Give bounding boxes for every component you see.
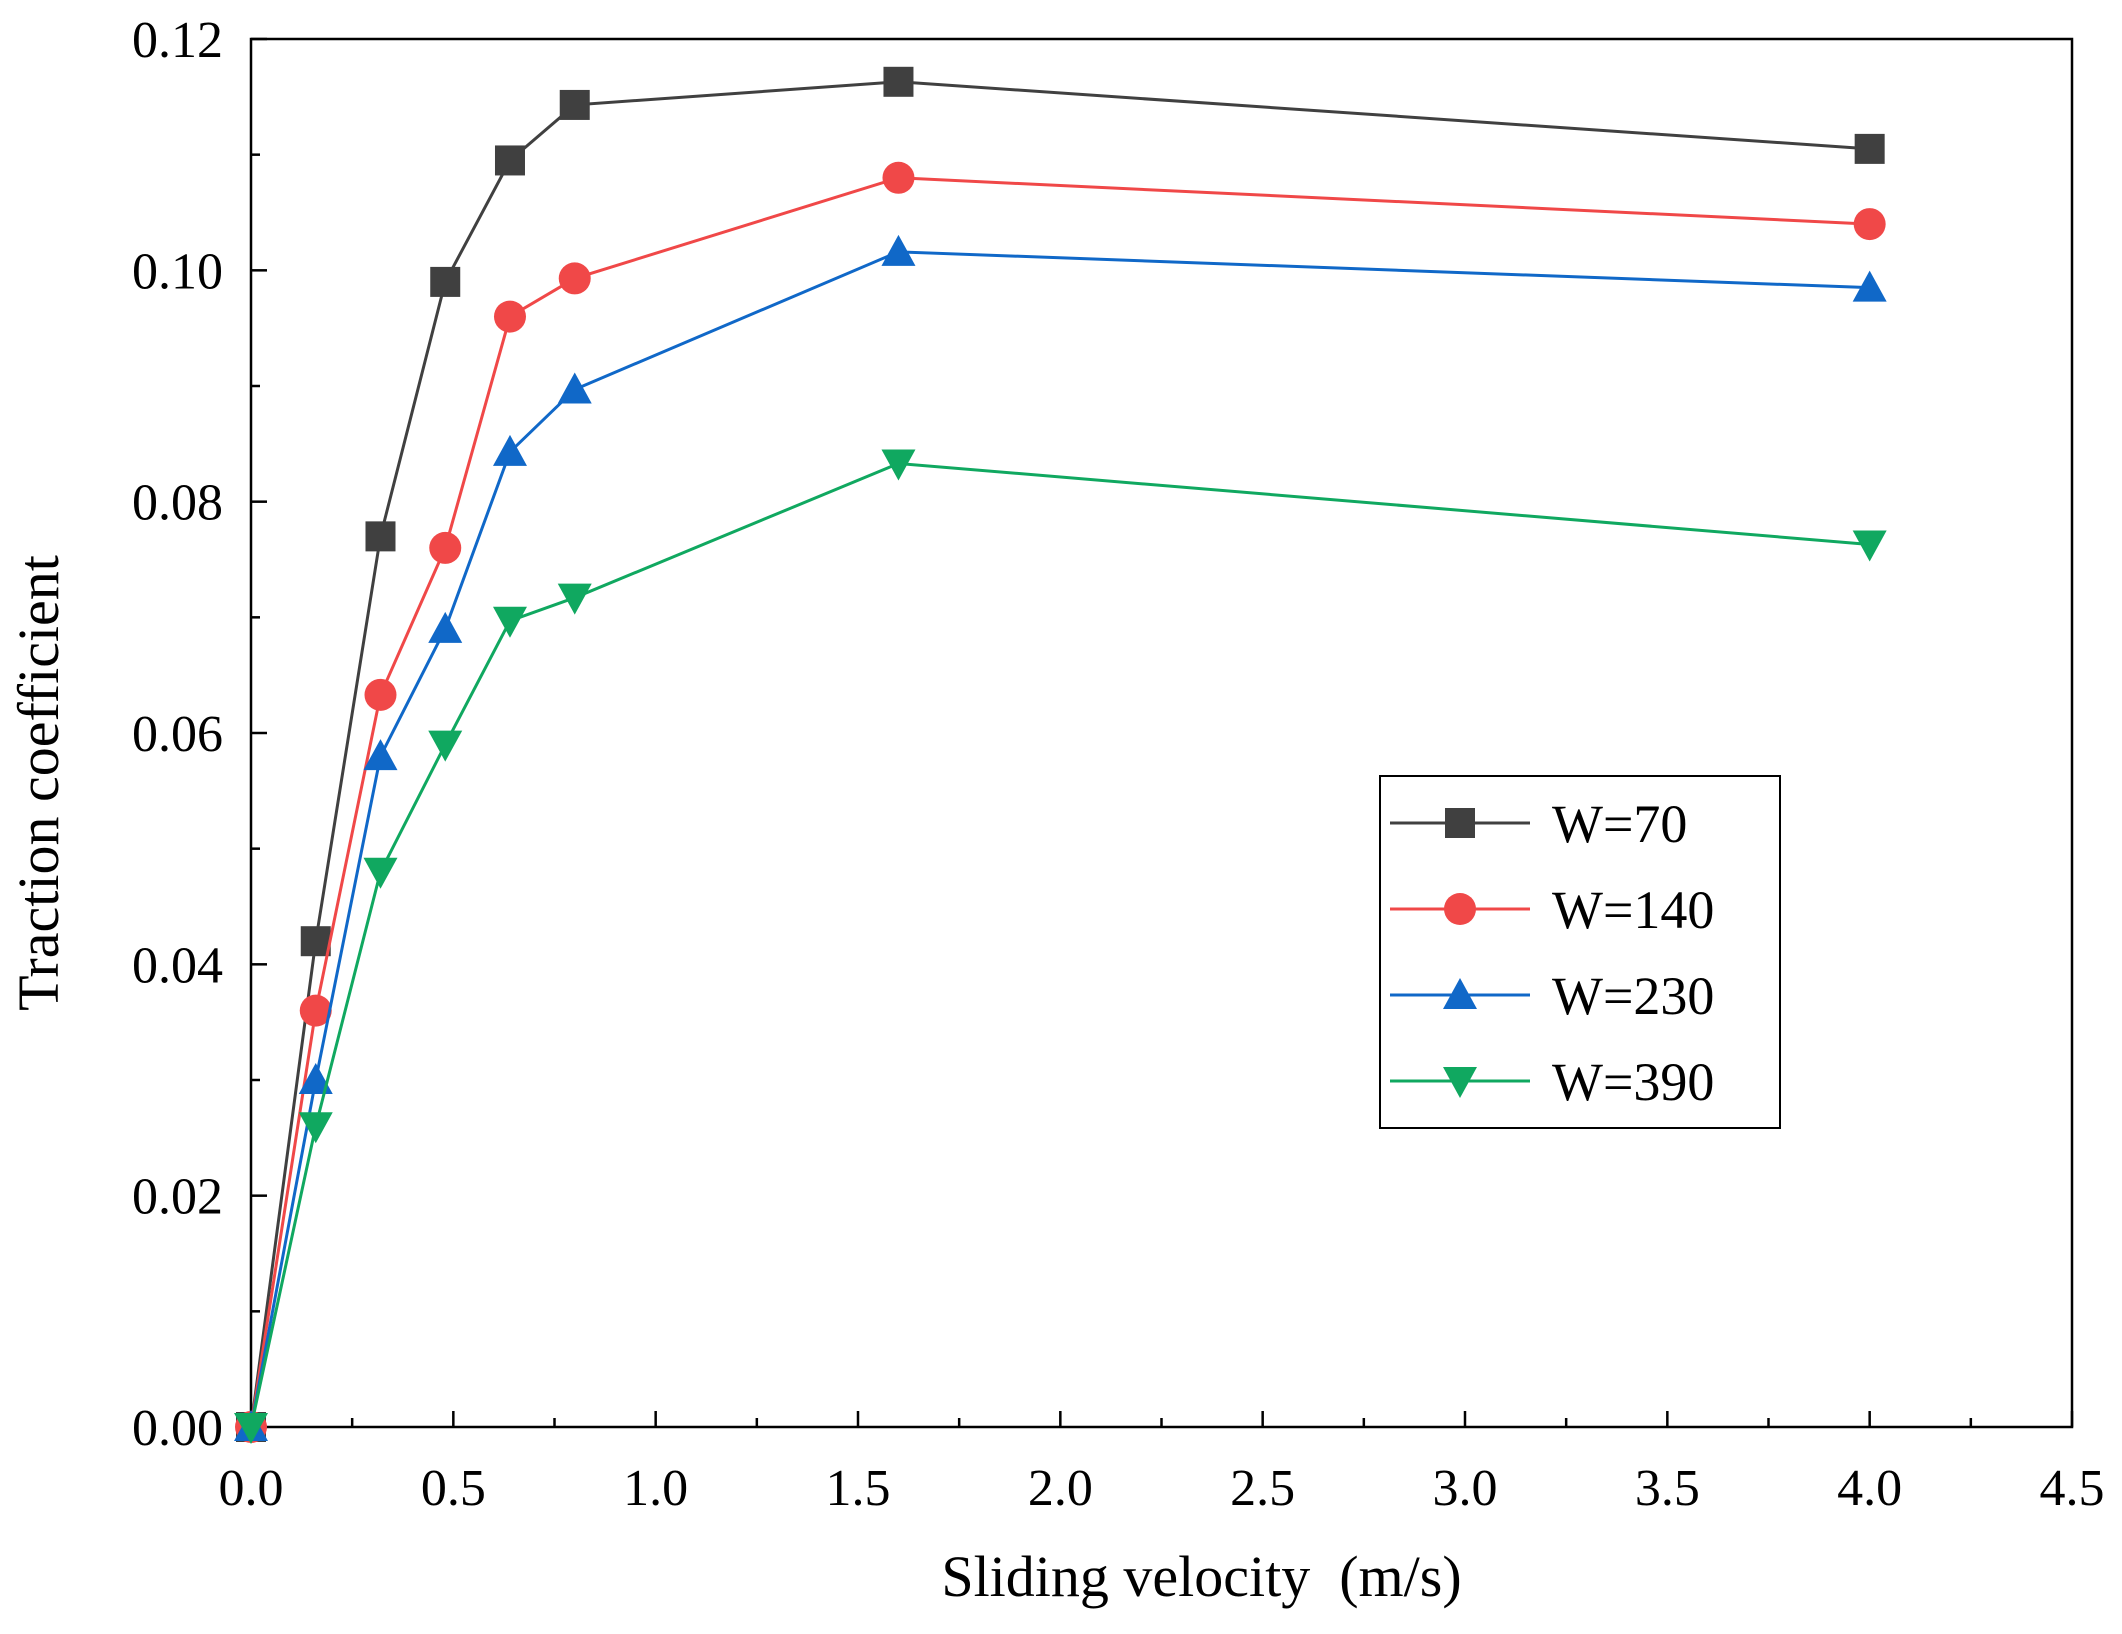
series-line (249, 176, 1870, 1428)
data-point (365, 521, 396, 552)
legend-marker (1443, 978, 1477, 1009)
data-point (881, 449, 916, 481)
data-point (430, 266, 461, 297)
data-point (429, 531, 462, 564)
y-tick-label: 0.10 (132, 243, 223, 300)
legend-marker (1443, 1067, 1477, 1098)
x-tick-label: 0.5 (421, 1460, 486, 1517)
series-w-390 (234, 449, 1887, 1444)
data-point (363, 739, 398, 771)
data-point (881, 234, 916, 266)
series-w-70 (236, 66, 1885, 1442)
data-point (298, 1112, 333, 1144)
data-point (298, 1063, 333, 1094)
legend-entry: W=70 (1390, 794, 1687, 854)
legend-label: W=140 (1552, 880, 1714, 940)
data-point (494, 145, 525, 176)
plot-area (249, 37, 2074, 1429)
data-point (558, 262, 591, 295)
y-tick-label: 0.08 (132, 475, 223, 532)
x-tick-label: 2.0 (1028, 1460, 1093, 1517)
x-tick-label: 1.5 (826, 1460, 891, 1517)
data-point (1852, 530, 1887, 562)
x-tick-label: 4.0 (1837, 1460, 1902, 1517)
data-point (234, 1413, 268, 1444)
legend: W=70 W=140 W=230 W=390 (1379, 775, 1781, 1129)
y-axis-label: Traction coefficient (6, 555, 71, 1011)
x-axis-label: Sliding velocity (m/s) (941, 1544, 1461, 1609)
data-point (882, 161, 915, 194)
data-point (364, 678, 397, 711)
plot-border (249, 37, 2074, 1429)
legend-label: W=390 (1552, 1052, 1714, 1112)
x-tick-label: 3.5 (1635, 1460, 1700, 1517)
data-point (1854, 133, 1885, 164)
data-point (557, 583, 592, 615)
data-point (559, 89, 590, 120)
series-w-230 (234, 234, 1887, 1441)
y-tick-label: 0.00 (132, 1400, 223, 1457)
x-tick-label: 2.5 (1230, 1460, 1295, 1517)
x-tick-label: 3.0 (1433, 1460, 1498, 1517)
y-axis: 0.00 0.02 0.04 0.06 0.08 0.10 0.12 (132, 12, 267, 1457)
series-layer (234, 66, 1887, 1444)
data-point (428, 611, 463, 643)
data-point (428, 730, 463, 762)
x-axis: 0.0 0.5 1.0 1.5 2.0 2.5 3.0 3.5 4.0 4.5 (219, 1411, 2105, 1517)
legend-entry: W=390 (1390, 1052, 1714, 1112)
series-line (249, 80, 1870, 1428)
y-tick-label: 0.12 (132, 12, 223, 69)
series-w-140 (235, 161, 1886, 1443)
series-line (249, 461, 1870, 1428)
legend-entry: W=230 (1390, 966, 1714, 1026)
data-point (557, 372, 592, 404)
data-point (363, 857, 398, 889)
data-point (1853, 208, 1886, 241)
y-tick-label: 0.04 (132, 937, 223, 994)
y-tick-label: 0.02 (132, 1169, 223, 1226)
data-point (493, 300, 526, 333)
data-point (1852, 270, 1887, 302)
data-point (300, 926, 331, 957)
legend-label: W=230 (1552, 966, 1714, 1026)
legend-marker (1444, 893, 1476, 925)
legend-label: W=70 (1552, 794, 1687, 854)
x-tick-label: 1.0 (623, 1460, 688, 1517)
series-line (249, 250, 1870, 1428)
legend-marker (1445, 808, 1475, 838)
data-point (492, 606, 527, 638)
x-tick-label: 4.5 (2040, 1460, 2105, 1517)
data-point (883, 66, 914, 97)
data-point (299, 994, 332, 1027)
y-tick-label: 0.06 (132, 706, 223, 763)
data-point (492, 434, 527, 466)
legend-entry: W=140 (1390, 880, 1714, 940)
x-tick-label: 0.0 (219, 1460, 284, 1517)
